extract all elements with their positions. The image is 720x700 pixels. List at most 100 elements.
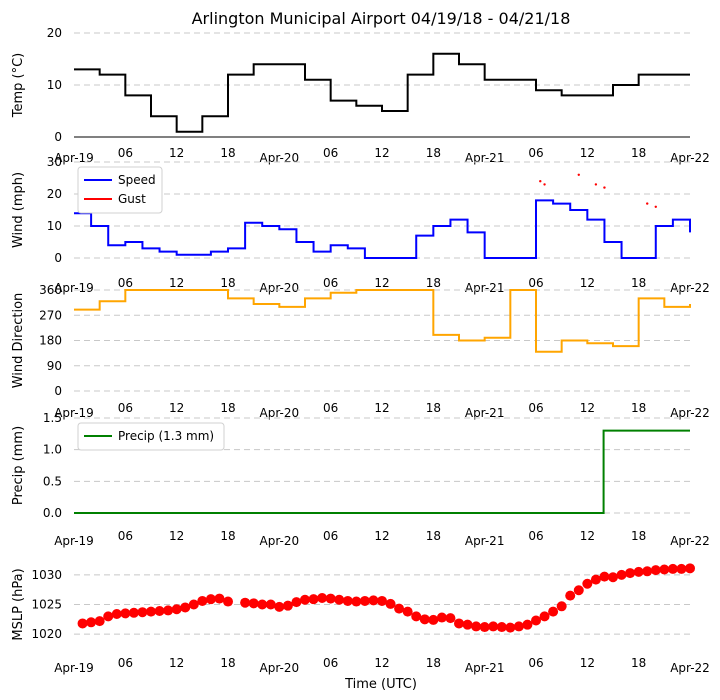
y-tick-label: 10	[47, 78, 62, 92]
x-tick-label: 18	[631, 656, 646, 670]
data-point	[590, 574, 601, 585]
data-point	[317, 592, 328, 603]
x-tick-label: Apr-19	[54, 534, 94, 548]
x-tick-label: 06	[323, 276, 338, 290]
x-tick-label: Apr-21	[465, 661, 505, 675]
x-tick-label: Apr-21	[465, 406, 505, 420]
data-point	[539, 611, 550, 622]
y-axis-label: Wind (mph)	[11, 172, 26, 248]
x-tick-label: Apr-21	[465, 151, 505, 165]
data-point	[171, 604, 182, 615]
x-tick-label: Apr-19	[54, 406, 94, 420]
data-point	[197, 595, 208, 606]
x-tick-label: 06	[118, 529, 133, 543]
data-point	[257, 599, 268, 610]
x-tick-label: 18	[631, 146, 646, 160]
y-tick-label: 270	[39, 308, 62, 322]
data-point	[128, 607, 139, 618]
x-tick-label: 18	[426, 656, 441, 670]
x-tick-label: 18	[220, 656, 235, 670]
x-tick-label: 18	[426, 401, 441, 415]
x-tick-label: 12	[374, 401, 389, 415]
data-point	[342, 595, 353, 606]
series-line-temp	[74, 52, 690, 133]
data-point	[188, 599, 199, 610]
x-tick-label: 18	[631, 276, 646, 290]
x-tick-label: 06	[528, 146, 543, 160]
data-point	[556, 601, 567, 612]
data-point	[325, 593, 336, 604]
x-tick-label: Apr-20	[260, 281, 300, 295]
data-point	[265, 599, 276, 610]
x-tick-label: 12	[580, 276, 595, 290]
data-point	[539, 180, 542, 183]
data-point	[240, 597, 251, 608]
panel-5: 1020 1025 1030 MSLP (hPa) Apr-19 06 12 18 Apr-20…	[11, 563, 710, 675]
data-point	[505, 622, 516, 633]
data-point	[650, 565, 661, 576]
legend-label: Speed	[118, 173, 156, 187]
data-point	[582, 578, 593, 589]
panel-2: 0 10 20 30 Wind (mph) Apr-19 06 12 18 Apr-20 06 12 1…	[11, 155, 710, 295]
y-tick-label: 1030	[31, 568, 62, 582]
legend-label: Precip (1.3 mm)	[118, 429, 214, 443]
data-point	[223, 596, 233, 607]
data-point	[351, 596, 362, 607]
legend-label: Gust	[118, 192, 146, 206]
x-tick-label: Apr-19	[54, 151, 94, 165]
x-tick-label: Apr-22	[670, 406, 710, 420]
x-axis-label: Time (UTC)	[344, 677, 417, 692]
data-point	[646, 202, 649, 205]
x-tick-label: Apr-19	[54, 661, 94, 675]
x-tick-label: 18	[220, 401, 235, 415]
data-point	[471, 621, 482, 632]
data-point	[163, 605, 174, 616]
data-point	[180, 602, 191, 613]
legend-box	[77, 422, 225, 451]
x-tick-label: 06	[528, 656, 543, 670]
y-tick-label: 0.0	[43, 506, 62, 520]
data-point	[513, 621, 524, 632]
x-tick-label: 12	[374, 146, 389, 160]
series-line-precip-mm-	[74, 429, 690, 514]
data-point	[385, 598, 396, 609]
data-point	[248, 598, 259, 609]
x-tick-label: 12	[580, 401, 595, 415]
x-tick-label: 12	[580, 529, 595, 543]
x-tick-label: 06	[528, 401, 543, 415]
data-point	[402, 606, 413, 617]
y-tick-label: 0	[54, 384, 62, 398]
x-tick-label: Apr-21	[465, 281, 505, 295]
x-tick-label: 12	[374, 656, 389, 670]
data-point	[594, 183, 598, 186]
panel-4: 0.0 0.5 1.0 1.5 Precip (mm) Apr-19 06 12 18 Apr-2…	[11, 411, 710, 548]
data-point	[205, 594, 216, 605]
data-point	[565, 590, 576, 601]
y-axis-label: Precip (mm)	[11, 426, 26, 505]
data-point	[411, 611, 422, 622]
panel-3: 0 90 180 270 360 Wind Direction Apr-19 06 12 18 Ap…	[11, 283, 710, 420]
x-tick-label: Apr-22	[670, 661, 710, 675]
data-point	[548, 606, 559, 617]
y-tick-label: 0	[54, 251, 62, 265]
x-tick-label: 06	[118, 276, 133, 290]
x-tick-label: Apr-20	[260, 661, 300, 675]
x-tick-label: 18	[631, 401, 646, 415]
data-point	[214, 593, 225, 604]
data-point	[543, 183, 546, 186]
x-tick-label: 06	[118, 656, 133, 670]
y-tick-label: 180	[39, 334, 62, 348]
x-tick-label: 12	[169, 529, 184, 543]
series-line-direction	[74, 289, 691, 353]
x-tick-label: 12	[169, 146, 184, 160]
y-tick-label: 360	[39, 283, 62, 297]
data-point	[625, 568, 636, 579]
data-point	[308, 594, 319, 605]
x-tick-label: 18	[220, 146, 235, 160]
data-point	[282, 600, 293, 611]
data-point	[394, 603, 405, 614]
data-point	[522, 619, 533, 630]
x-tick-label: 18	[220, 276, 235, 290]
data-point	[676, 563, 687, 574]
